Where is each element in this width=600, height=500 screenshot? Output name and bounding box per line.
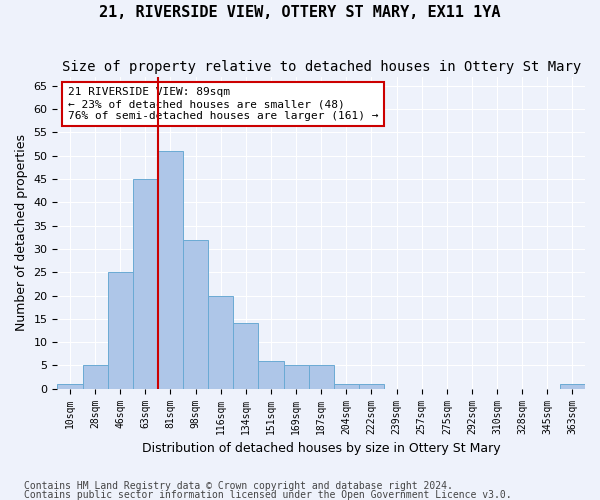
Bar bbox=[133, 179, 158, 388]
Bar bbox=[58, 384, 83, 388]
X-axis label: Distribution of detached houses by size in Ottery St Mary: Distribution of detached houses by size … bbox=[142, 442, 500, 455]
Bar bbox=[183, 240, 208, 388]
Y-axis label: Number of detached properties: Number of detached properties bbox=[15, 134, 28, 331]
Bar bbox=[107, 272, 133, 388]
Bar bbox=[158, 151, 183, 388]
Bar bbox=[233, 324, 259, 388]
Bar bbox=[259, 360, 284, 388]
Bar bbox=[284, 366, 308, 388]
Bar bbox=[334, 384, 359, 388]
Bar bbox=[208, 296, 233, 388]
Bar bbox=[83, 366, 107, 388]
Text: 21 RIVERSIDE VIEW: 89sqm
← 23% of detached houses are smaller (48)
76% of semi-d: 21 RIVERSIDE VIEW: 89sqm ← 23% of detach… bbox=[68, 88, 379, 120]
Text: 21, RIVERSIDE VIEW, OTTERY ST MARY, EX11 1YA: 21, RIVERSIDE VIEW, OTTERY ST MARY, EX11… bbox=[99, 5, 501, 20]
Text: Contains HM Land Registry data © Crown copyright and database right 2024.: Contains HM Land Registry data © Crown c… bbox=[24, 481, 453, 491]
Title: Size of property relative to detached houses in Ottery St Mary: Size of property relative to detached ho… bbox=[62, 60, 581, 74]
Bar bbox=[560, 384, 585, 388]
Bar bbox=[359, 384, 384, 388]
Bar bbox=[308, 366, 334, 388]
Text: Contains public sector information licensed under the Open Government Licence v3: Contains public sector information licen… bbox=[24, 490, 512, 500]
